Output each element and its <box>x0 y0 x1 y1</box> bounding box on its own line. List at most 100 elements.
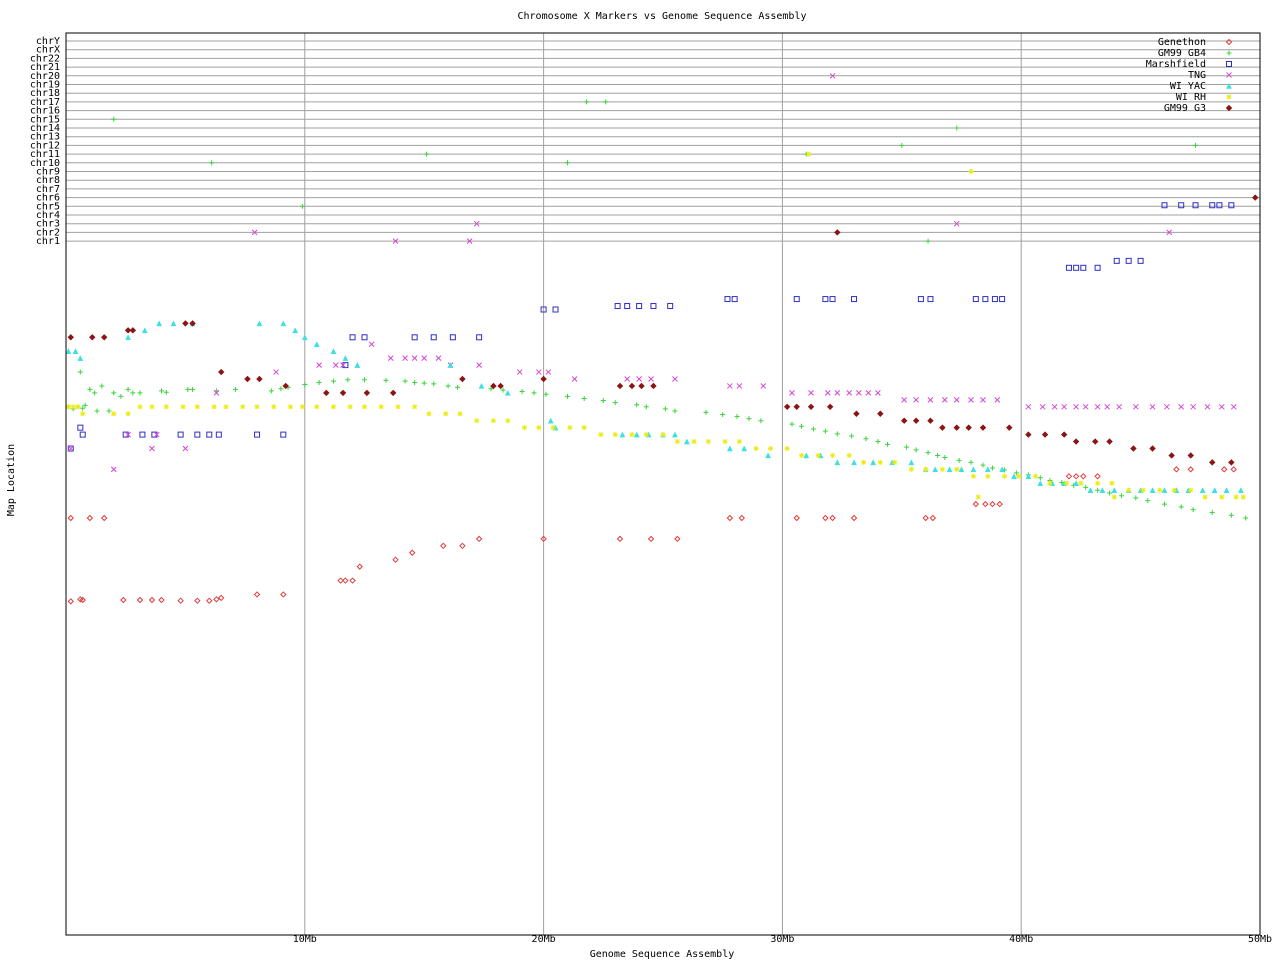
data-point <box>158 596 165 604</box>
data-point <box>1140 487 1146 493</box>
chromosome-label: chr7 <box>36 184 60 195</box>
data-point <box>830 452 836 458</box>
data-point <box>970 466 977 473</box>
data-point <box>156 320 163 327</box>
data-point <box>206 597 213 604</box>
chromosome-label: chr18 <box>30 88 60 99</box>
data-point <box>624 303 631 310</box>
data-point <box>392 238 399 244</box>
data-point <box>636 303 643 310</box>
data-point <box>1223 487 1230 493</box>
data-point <box>299 404 305 410</box>
data-point <box>760 383 767 389</box>
chromosome-label: chrX <box>36 45 60 56</box>
data-point <box>354 362 361 368</box>
data-point <box>877 459 883 465</box>
data-point <box>177 597 184 604</box>
data-point <box>829 514 836 522</box>
data-point <box>1166 229 1173 236</box>
data-point <box>968 396 974 403</box>
data-point <box>720 411 726 417</box>
data-point <box>387 355 394 362</box>
data-point <box>633 431 640 438</box>
data-point <box>855 390 862 396</box>
data-point <box>443 411 449 417</box>
data-point <box>1193 142 1199 148</box>
chromosome-label: chr11 <box>30 149 60 160</box>
data-point <box>803 452 810 459</box>
data-point <box>476 334 483 341</box>
data-point <box>691 439 697 445</box>
data-point <box>1173 466 1180 473</box>
data-point <box>1113 257 1120 264</box>
series-genethon <box>67 466 1237 605</box>
data-point <box>349 334 356 341</box>
legend-marker <box>1225 104 1233 112</box>
data-point <box>1016 473 1022 479</box>
data-point <box>822 428 828 434</box>
data-point <box>1230 466 1237 473</box>
data-point <box>271 404 277 410</box>
data-point <box>1025 473 1032 480</box>
data-point <box>808 390 814 396</box>
data-point <box>912 417 920 424</box>
data-point <box>323 389 330 397</box>
data-point <box>571 376 578 382</box>
data-point <box>431 381 437 387</box>
series-wi-rh <box>65 151 1246 500</box>
data-point <box>968 459 974 465</box>
data-point <box>726 514 734 522</box>
legend-marker <box>1226 94 1232 100</box>
data-point <box>1228 459 1235 466</box>
data-point <box>822 514 829 522</box>
data-point <box>332 362 339 368</box>
legend-label: GM99 G3 <box>1164 103 1206 114</box>
data-point <box>899 142 905 148</box>
data-point <box>395 404 401 410</box>
data-point <box>421 380 427 386</box>
data-point <box>1209 509 1215 515</box>
data-point <box>968 169 974 174</box>
data-point <box>1051 403 1058 410</box>
data-point <box>545 369 552 375</box>
data-point <box>82 402 88 408</box>
data-point <box>581 425 587 431</box>
data-point <box>875 390 881 396</box>
data-point <box>1204 403 1211 410</box>
data-point <box>163 404 169 410</box>
data-point <box>1073 264 1080 271</box>
x-tick-label: 50Mb <box>1248 934 1272 945</box>
data-point <box>1037 475 1043 481</box>
x-tick-label: 20Mb <box>532 934 556 945</box>
data-point <box>705 439 711 445</box>
data-point <box>409 549 416 556</box>
data-point <box>378 404 384 410</box>
chromosome-label: chr22 <box>30 53 60 64</box>
data-point <box>1095 480 1101 486</box>
data-point <box>904 444 910 450</box>
series-gm99-gb4 <box>65 99 1249 521</box>
data-point <box>516 369 523 375</box>
data-point <box>636 376 642 382</box>
data-point <box>215 431 222 438</box>
chromosome-label: chr14 <box>30 123 60 134</box>
data-point <box>1094 473 1101 480</box>
data-point <box>834 431 840 437</box>
x-tick-label: 40Mb <box>1009 934 1033 945</box>
data-point <box>765 452 771 459</box>
data-point <box>194 597 201 604</box>
chromosome-label: chr21 <box>30 62 60 73</box>
data-point <box>411 355 418 362</box>
data-point <box>793 296 800 303</box>
data-point <box>330 404 336 410</box>
data-point <box>1216 202 1223 209</box>
data-point <box>584 99 590 105</box>
data-point <box>619 431 626 438</box>
data-point <box>650 303 657 310</box>
data-point <box>985 473 991 479</box>
data-point <box>120 596 127 604</box>
data-point <box>1073 403 1079 410</box>
data-point <box>616 535 624 543</box>
